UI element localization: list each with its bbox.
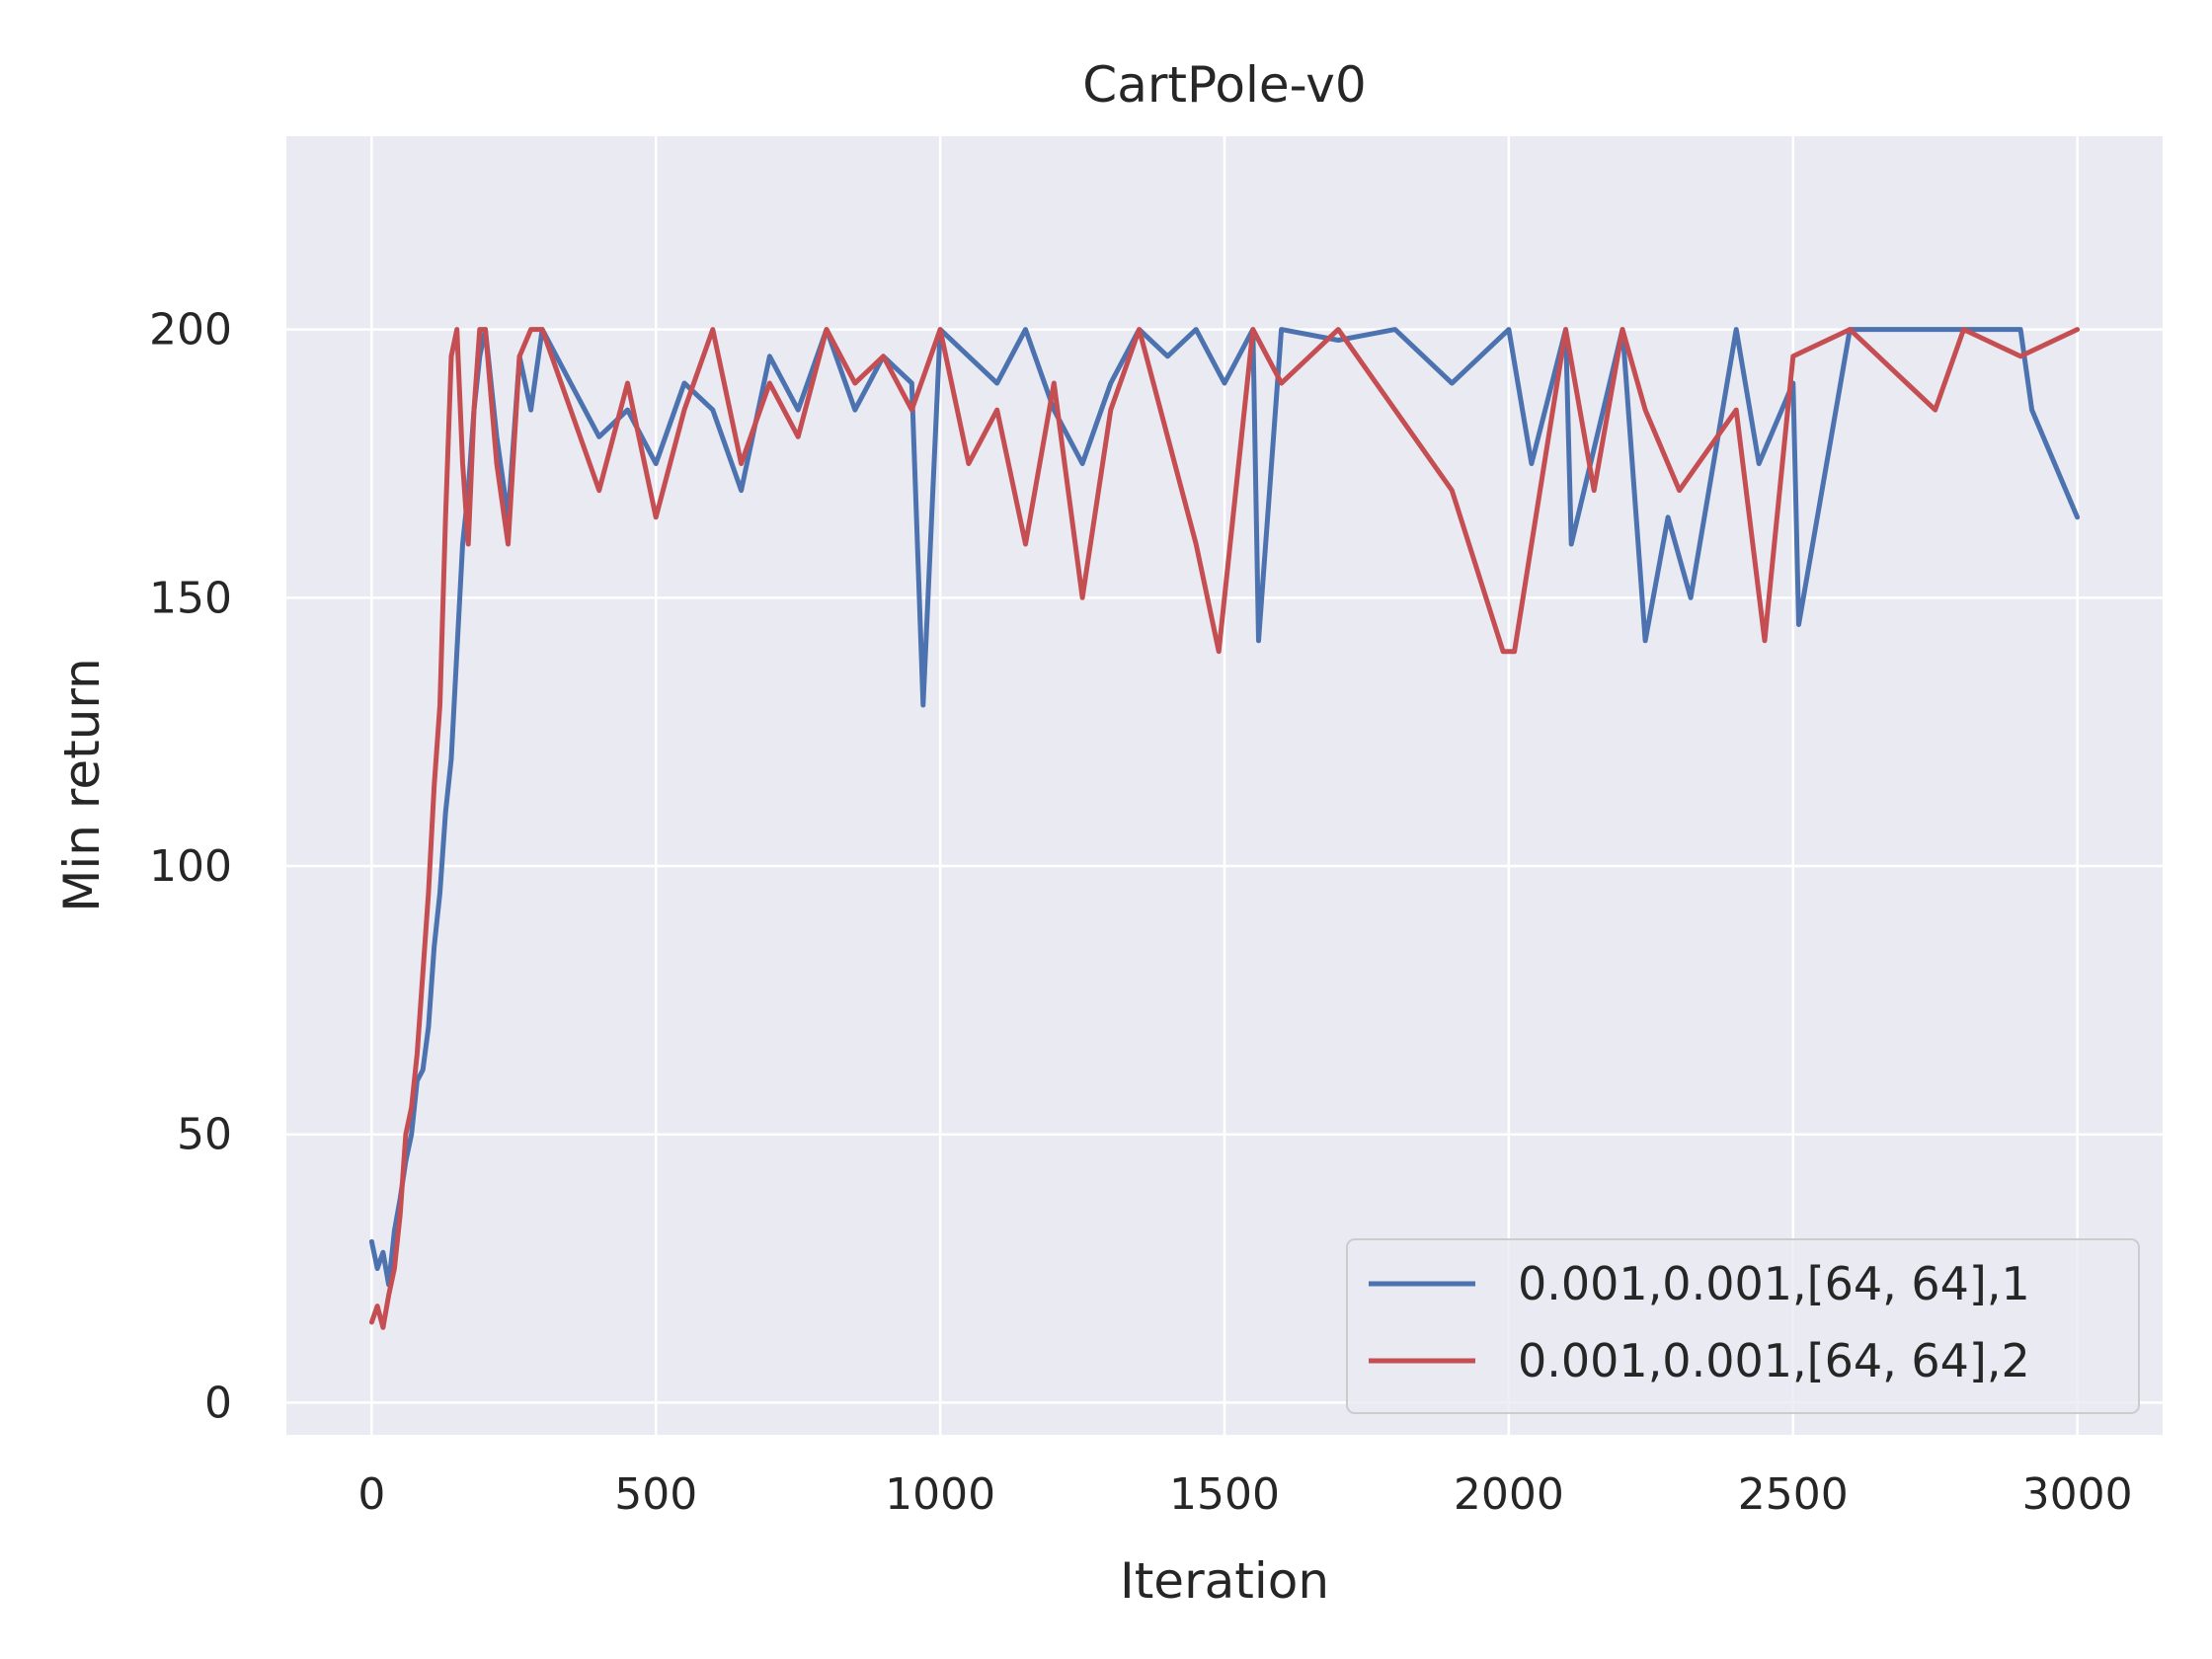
legend: 0.001,0.001,[64, 64],1 0.001,0.001,[64, … — [1346, 1238, 2140, 1414]
y-tick-label: 200 — [149, 305, 232, 356]
series-layer — [368, 327, 2081, 1330]
x-tick-label: 2000 — [1454, 1469, 1564, 1520]
legend-label-series-2: 0.001,0.001,[64, 64],2 — [1518, 1334, 2030, 1387]
x-tick-label: 3000 — [2022, 1469, 2133, 1520]
x-axis-title: Iteration — [1120, 1552, 1329, 1610]
y-axis-title: Min return — [53, 658, 111, 912]
y-tick-label: 150 — [149, 573, 232, 623]
x-tick-label: 2500 — [1738, 1469, 1849, 1520]
ticks: 0 500 1000 1500 2000 2500 3000 0 50 100 150 200 — [149, 305, 2133, 1520]
series-line-2 — [368, 327, 2081, 1330]
y-tick-label: 0 — [204, 1378, 232, 1428]
x-tick-label: 0 — [357, 1469, 385, 1520]
x-tick-label: 500 — [614, 1469, 697, 1520]
legend-label-series-1: 0.001,0.001,[64, 64],1 — [1518, 1257, 2030, 1310]
chart-title: CartPole-v0 — [1082, 56, 1366, 114]
y-tick-label: 50 — [177, 1110, 232, 1160]
y-tick-label: 100 — [149, 841, 232, 892]
legend-box — [1346, 1238, 2140, 1414]
x-tick-label: 1000 — [885, 1469, 995, 1520]
x-tick-label: 1500 — [1169, 1469, 1280, 1520]
